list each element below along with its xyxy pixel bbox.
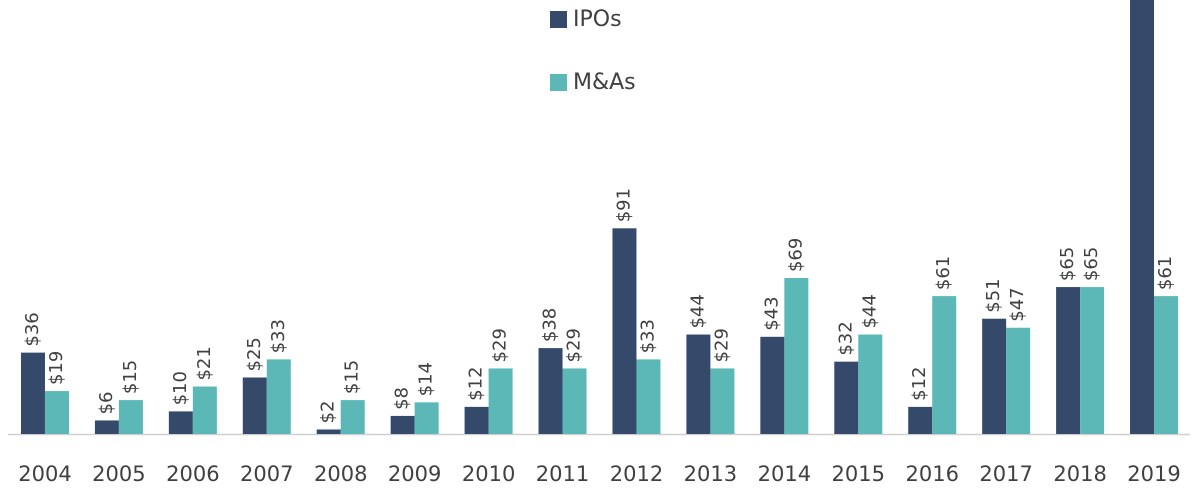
legend-label: IPOs (573, 7, 622, 32)
x-tick-label: 2016 (905, 462, 958, 486)
value-label: $36 (22, 312, 43, 346)
value-label: $32 (835, 321, 856, 355)
value-label: $44 (687, 294, 708, 328)
x-tick-label: 2013 (684, 462, 737, 486)
bar (1130, 0, 1155, 435)
bar (1006, 327, 1031, 434)
value-label: $6 (96, 392, 117, 415)
value-label: $43 (761, 296, 782, 330)
value-label: $29 (564, 328, 585, 362)
value-label: $8 (392, 387, 413, 410)
value-label: $61 (933, 256, 954, 290)
x-tick-label: 2004 (18, 462, 71, 486)
value-label: $21 (194, 346, 215, 380)
legend-swatch (550, 74, 567, 91)
value-label: $29 (490, 328, 511, 362)
bar (1056, 287, 1081, 434)
x-tick-label: 2009 (388, 462, 441, 486)
x-tick-label: 2015 (832, 462, 885, 486)
bar (562, 368, 587, 434)
value-label: $38 (540, 308, 561, 342)
value-label: $61 (1155, 256, 1176, 290)
value-label: $33 (637, 319, 658, 353)
bar (414, 402, 439, 434)
bar (266, 359, 291, 434)
bar (242, 377, 267, 434)
value-label: $44 (859, 294, 880, 328)
x-tick-label: 2010 (462, 462, 515, 486)
bar (390, 415, 415, 434)
bar (192, 386, 217, 434)
bar (340, 400, 365, 434)
bar (636, 359, 661, 434)
value-label: $15 (342, 360, 363, 394)
x-tick-label: 2019 (1127, 462, 1180, 486)
legend-swatch (550, 11, 567, 28)
value-label: $91 (613, 188, 634, 222)
value-label: $47 (1007, 287, 1028, 321)
value-label: $12 (466, 367, 487, 401)
bar (908, 406, 933, 434)
bar (316, 429, 341, 434)
bar (118, 400, 143, 434)
value-label: $51 (983, 278, 1004, 312)
bar (760, 336, 785, 434)
x-tick-label: 2014 (758, 462, 811, 486)
value-label: $29 (711, 328, 732, 362)
bar (784, 278, 809, 434)
value-label: $69 (785, 238, 806, 272)
value-label: $19 (46, 351, 67, 385)
x-tick-label: 2017 (979, 462, 1032, 486)
bar (1080, 287, 1105, 434)
bar (464, 406, 489, 434)
bar (94, 420, 119, 434)
bar (168, 411, 193, 434)
x-tick-label: 2005 (92, 462, 145, 486)
x-tick-label: 2006 (166, 462, 219, 486)
x-tick-label: 2007 (240, 462, 293, 486)
bar (982, 318, 1007, 434)
x-tick-label: 2012 (610, 462, 663, 486)
bar (20, 352, 45, 434)
bar (710, 368, 735, 434)
value-label: $2 (318, 401, 339, 424)
bar (834, 361, 859, 434)
value-label: $65 (1057, 247, 1078, 281)
bar (538, 348, 563, 434)
value-label: $33 (268, 319, 289, 353)
value-label: $25 (244, 337, 265, 371)
bar (44, 391, 69, 434)
value-label: $10 (170, 371, 191, 405)
bar (612, 228, 637, 434)
legend-label: M&As (573, 70, 636, 95)
bar (488, 368, 513, 434)
bar (686, 334, 711, 434)
value-label: $12 (909, 367, 930, 401)
x-tick-label: 2008 (314, 462, 367, 486)
bar (1154, 296, 1179, 434)
x-tick-label: 2011 (536, 462, 589, 486)
value-label: $15 (120, 360, 141, 394)
bar (858, 334, 883, 434)
x-tick-label: 2018 (1053, 462, 1106, 486)
value-label: $14 (416, 362, 437, 396)
bar (932, 296, 957, 434)
value-label: $65 (1081, 247, 1102, 281)
